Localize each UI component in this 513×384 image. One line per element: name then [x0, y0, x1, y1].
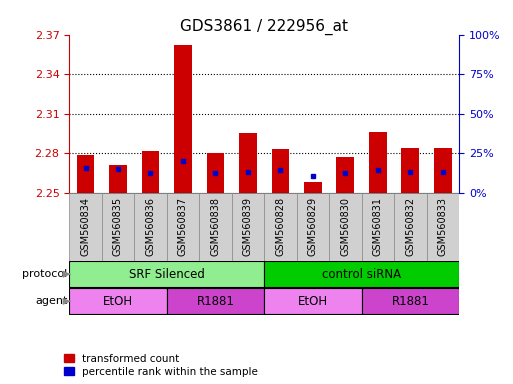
- FancyBboxPatch shape: [232, 193, 264, 261]
- Text: R1881: R1881: [391, 295, 429, 308]
- Text: GSM560834: GSM560834: [81, 197, 90, 256]
- FancyBboxPatch shape: [264, 193, 297, 261]
- Text: GSM560835: GSM560835: [113, 197, 123, 256]
- Text: control siRNA: control siRNA: [322, 268, 401, 281]
- Bar: [337, 157, 354, 193]
- Title: GDS3861 / 222956_at: GDS3861 / 222956_at: [180, 18, 348, 35]
- Text: GSM560839: GSM560839: [243, 197, 253, 256]
- Text: protocol: protocol: [23, 269, 68, 279]
- FancyBboxPatch shape: [362, 288, 459, 314]
- Bar: [271, 149, 289, 193]
- FancyBboxPatch shape: [199, 193, 232, 261]
- FancyBboxPatch shape: [134, 193, 167, 261]
- Text: R1881: R1881: [196, 295, 234, 308]
- Text: GSM560833: GSM560833: [438, 197, 448, 256]
- FancyBboxPatch shape: [297, 193, 329, 261]
- Bar: [174, 45, 192, 193]
- Bar: [402, 148, 419, 193]
- FancyBboxPatch shape: [394, 193, 427, 261]
- FancyBboxPatch shape: [362, 193, 394, 261]
- FancyBboxPatch shape: [329, 193, 362, 261]
- Bar: [239, 134, 257, 193]
- Bar: [369, 132, 387, 193]
- Bar: [207, 153, 224, 193]
- Bar: [142, 151, 160, 193]
- Text: GSM560837: GSM560837: [178, 197, 188, 256]
- Text: GSM560828: GSM560828: [275, 197, 285, 256]
- FancyBboxPatch shape: [264, 288, 362, 314]
- Bar: [76, 155, 94, 193]
- FancyBboxPatch shape: [427, 193, 459, 261]
- FancyBboxPatch shape: [102, 193, 134, 261]
- Bar: [109, 165, 127, 193]
- Text: EtOH: EtOH: [103, 295, 133, 308]
- FancyBboxPatch shape: [167, 193, 199, 261]
- Bar: [434, 148, 452, 193]
- Text: GSM560831: GSM560831: [373, 197, 383, 256]
- FancyBboxPatch shape: [167, 288, 264, 314]
- FancyBboxPatch shape: [69, 288, 167, 314]
- Bar: [304, 182, 322, 193]
- Text: GSM560830: GSM560830: [341, 197, 350, 256]
- Text: agent: agent: [35, 296, 68, 306]
- Text: GSM560836: GSM560836: [146, 197, 155, 256]
- Legend: transformed count, percentile rank within the sample: transformed count, percentile rank withi…: [62, 351, 261, 379]
- Text: EtOH: EtOH: [298, 295, 328, 308]
- FancyBboxPatch shape: [69, 261, 264, 287]
- Text: GSM560838: GSM560838: [210, 197, 221, 256]
- Text: SRF Silenced: SRF Silenced: [129, 268, 205, 281]
- FancyBboxPatch shape: [264, 261, 459, 287]
- Text: GSM560829: GSM560829: [308, 197, 318, 256]
- FancyBboxPatch shape: [69, 193, 102, 261]
- Text: GSM560832: GSM560832: [405, 197, 416, 256]
